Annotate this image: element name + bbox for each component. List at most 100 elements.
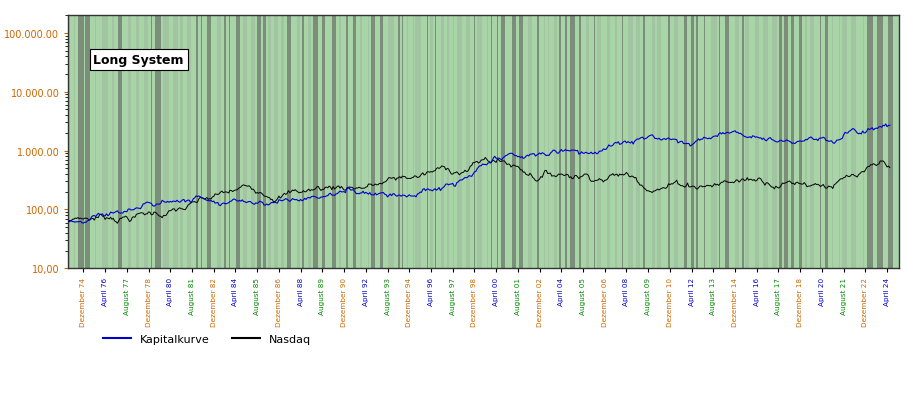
Bar [570,16,575,269]
Bar [607,16,610,269]
Bar [725,16,729,269]
Bar [615,16,616,269]
Bar [487,16,488,269]
Bar [274,16,278,269]
Bar [322,16,325,269]
Bar [825,16,828,269]
Bar [201,16,202,269]
Bar [402,16,404,269]
Bar [805,16,807,269]
Bar [447,16,449,269]
Bar [95,16,97,269]
Bar [264,16,267,269]
Bar [430,16,433,269]
Bar [779,16,782,269]
Bar [453,16,455,269]
Bar [467,16,470,269]
Bar [360,16,362,269]
Bar [228,16,230,269]
Bar [537,16,539,269]
Bar [772,16,777,269]
Bar [863,16,865,269]
Bar [691,16,694,269]
Bar [820,16,821,269]
Bar [216,16,221,269]
Bar [755,16,760,269]
Bar [735,16,739,269]
Bar [68,16,69,269]
Bar [643,16,645,269]
Bar [236,16,240,269]
Bar [352,16,355,269]
Bar [196,16,197,269]
Bar [136,16,139,269]
Bar [791,16,793,269]
Bar [187,16,192,269]
Bar [427,16,428,269]
Bar [636,16,640,269]
Bar [281,16,284,269]
Bar [413,16,414,269]
Bar [810,16,813,269]
Bar [832,16,834,269]
Bar [839,16,840,269]
Bar [597,16,601,269]
Bar [627,16,633,269]
Bar [745,16,750,269]
Bar [564,16,567,269]
Bar [173,16,178,269]
Bar [851,16,856,269]
Bar [128,16,131,269]
Bar [308,16,310,269]
Bar [143,16,148,269]
Bar [257,16,260,269]
Bar [312,16,318,269]
Bar [340,16,341,269]
Bar [268,16,271,269]
Bar [474,16,475,269]
Bar [519,16,523,269]
Bar [867,16,873,269]
Bar [543,16,545,269]
Bar [287,16,291,269]
Bar [800,16,803,269]
Text: Long System: Long System [93,54,184,67]
Bar [74,16,75,269]
Bar [180,16,183,269]
Bar [560,16,561,269]
Bar [697,16,698,269]
Bar [501,16,505,269]
Bar [302,16,304,269]
Bar [79,16,83,269]
Bar [711,16,717,269]
Bar [586,16,589,269]
Bar [331,16,336,269]
Bar [593,16,595,269]
Bar [207,16,211,269]
Bar [225,16,226,269]
Bar [346,16,348,269]
Bar [888,16,894,269]
Bar [398,16,401,269]
Bar [497,16,498,269]
Bar [554,16,557,269]
Bar [435,16,436,269]
Bar [86,16,89,269]
Bar [415,16,421,269]
Bar [163,16,169,269]
Legend: Kapitalkurve, Nasdaq: Kapitalkurve, Nasdaq [99,330,315,348]
Bar [652,16,655,269]
Bar [251,16,255,269]
Bar [477,16,481,269]
Bar [742,16,744,269]
Bar [456,16,462,269]
Bar [102,16,108,269]
Bar [667,16,670,269]
Bar [842,16,847,269]
Bar [388,16,394,269]
Bar [704,16,706,269]
Bar [371,16,374,269]
Bar [407,16,408,269]
Bar [528,16,532,269]
Bar [622,16,624,269]
